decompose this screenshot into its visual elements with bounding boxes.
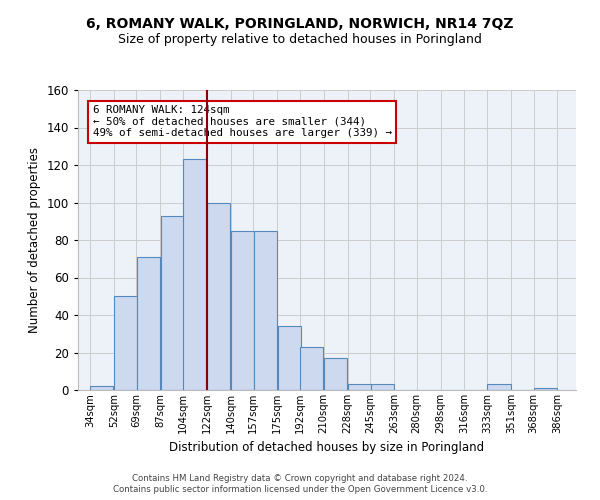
X-axis label: Distribution of detached houses by size in Poringland: Distribution of detached houses by size … xyxy=(169,442,485,454)
Bar xyxy=(207,202,230,390)
Y-axis label: Number of detached properties: Number of detached properties xyxy=(28,147,41,333)
Bar xyxy=(534,388,557,390)
Text: 6 ROMANY WALK: 124sqm
← 50% of detached houses are smaller (344)
49% of semi-det: 6 ROMANY WALK: 124sqm ← 50% of detached … xyxy=(92,105,392,138)
Text: Contains HM Land Registry data © Crown copyright and database right 2024.: Contains HM Land Registry data © Crown c… xyxy=(132,474,468,483)
Bar xyxy=(324,358,347,390)
Bar xyxy=(161,216,184,390)
Bar xyxy=(300,347,323,390)
Bar xyxy=(278,326,301,390)
Bar xyxy=(231,230,254,390)
Bar xyxy=(137,257,160,390)
Bar xyxy=(184,160,206,390)
Bar xyxy=(348,384,371,390)
Bar xyxy=(91,386,113,390)
Bar xyxy=(254,230,277,390)
Text: Size of property relative to detached houses in Poringland: Size of property relative to detached ho… xyxy=(118,32,482,46)
Text: Contains public sector information licensed under the Open Government Licence v3: Contains public sector information licen… xyxy=(113,485,487,494)
Bar xyxy=(371,384,394,390)
Text: 6, ROMANY WALK, PORINGLAND, NORWICH, NR14 7QZ: 6, ROMANY WALK, PORINGLAND, NORWICH, NR1… xyxy=(86,18,514,32)
Bar xyxy=(114,296,137,390)
Bar xyxy=(487,384,511,390)
